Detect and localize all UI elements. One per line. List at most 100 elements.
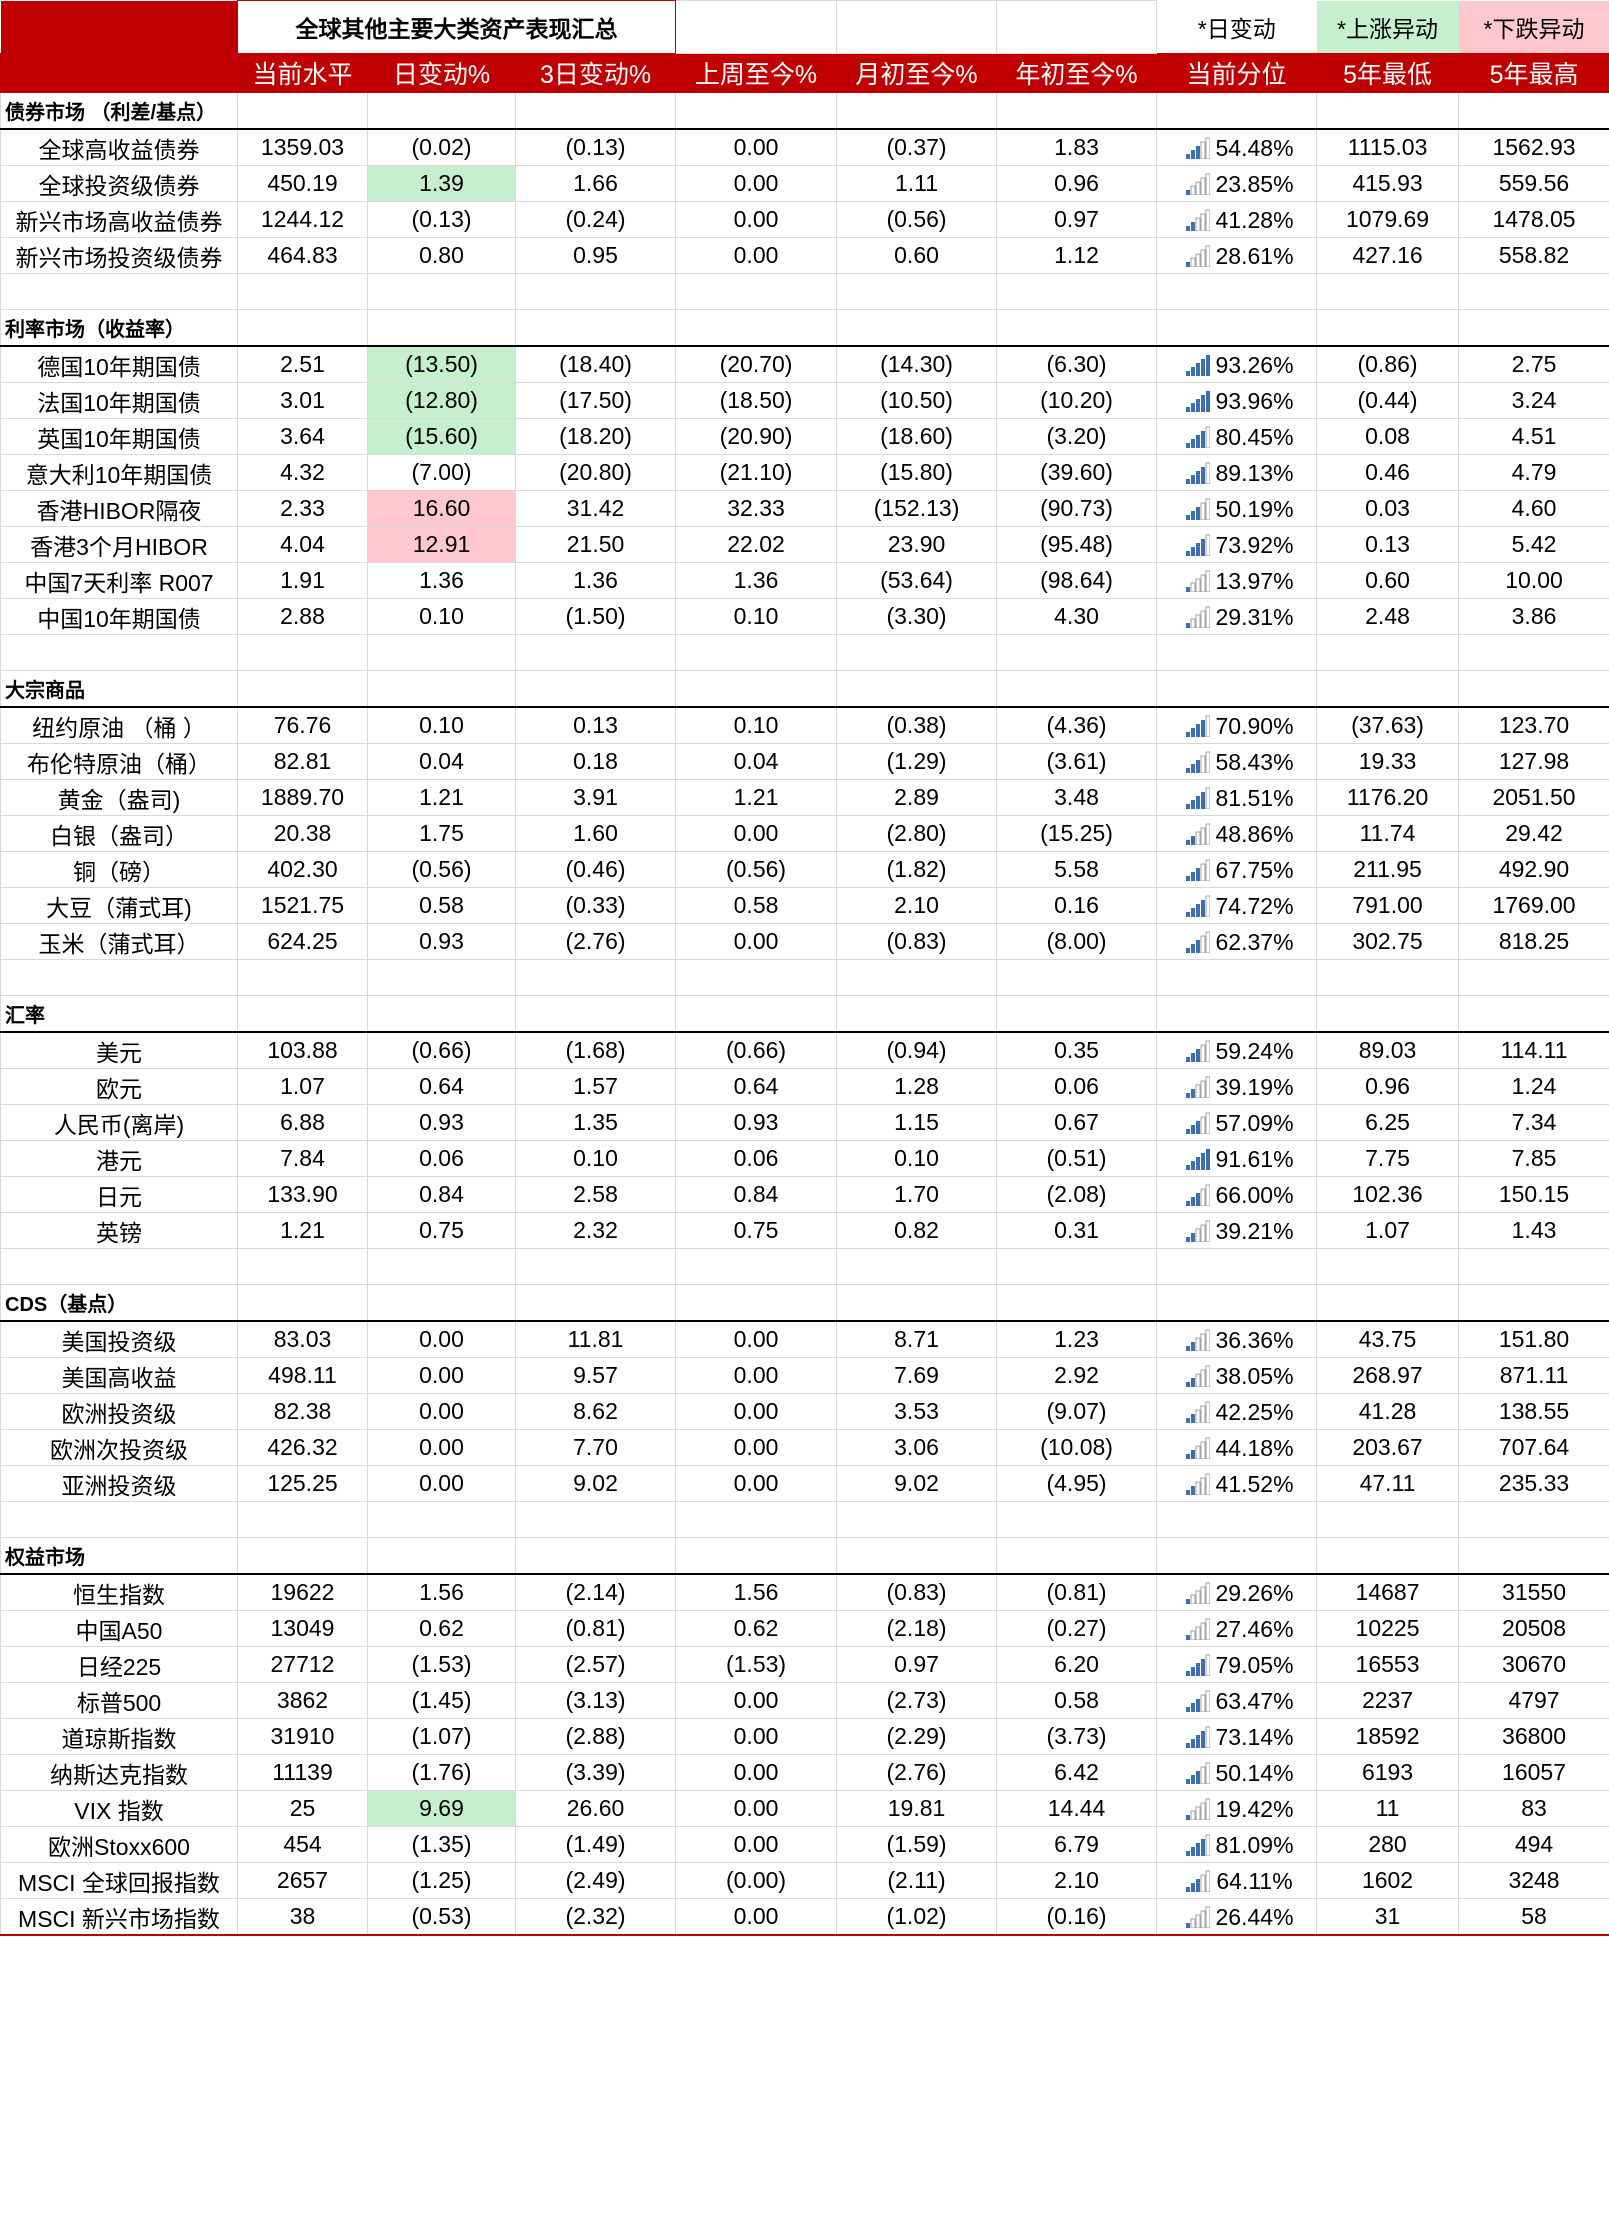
value-cell: (95.48) [996,526,1158,563]
percentile-bar [1195,831,1200,846]
percentile-bar [1200,863,1205,882]
value-cell: 123.70 [1458,706,1609,744]
empty-cell [1156,309,1318,347]
value-cell: 3.86 [1458,598,1609,635]
value-cell: 0.04 [675,743,838,780]
value-cell: (3.13) [514,1682,677,1719]
percentile-bar [1200,1224,1205,1243]
value-cell: 0.60 [1316,562,1460,599]
table-row: 道琼斯指数 31910 (1.07) (2.88) 0.00 (2.29) (3.73) 73… [0,1718,1609,1755]
value-cell: 0.08 [1316,418,1460,455]
value-cell: (0.56) [675,851,838,888]
empty-cell [237,92,368,130]
percentile-bar [1190,150,1195,160]
percentile-bar [1195,796,1200,810]
percentile-bar [1205,1690,1210,1713]
percentile-bar [1190,1342,1195,1352]
empty-cell [514,309,677,347]
value-cell: 1521.75 [237,887,368,924]
table-row: 恒生指数 19622 1.56 (2.14) 1.56 (0.83) (0.81) 29.26… [0,1573,1609,1611]
percentile-bar [1195,1735,1200,1749]
percentile-bars-icon [1185,1040,1210,1063]
percentile-value: 39.19% [1215,1073,1294,1100]
empty-cell [1156,995,1318,1033]
asset-name: 香港3个月HIBOR [0,526,238,563]
value-cell: 0.00 [675,128,838,166]
percentile-cell: 93.26% [1156,345,1318,383]
percentile-cell: 81.09% [1156,1826,1318,1863]
value-cell: 0.62 [367,1610,516,1647]
percentile-bar [1195,217,1200,232]
percentile-bar [1200,395,1205,413]
percentile-bar [1195,1121,1200,1135]
value-cell: 1.15 [836,1104,998,1141]
value-cell: 31 [1316,1898,1460,1936]
percentile-bar [1190,1918,1195,1929]
percentile-bar [1190,1810,1195,1821]
percentile-bar [1185,912,1190,918]
asset-name: MSCI 新兴市场指数 [0,1898,238,1936]
percentile-value: 44.18% [1215,1434,1294,1461]
percentile-cell: 64.11% [1156,1862,1318,1899]
empty-cell [1156,1501,1318,1538]
percentile-bar [1190,1414,1195,1424]
column-header: 日变动% [367,53,516,93]
section-title: 利率市场（收益率） [0,309,238,347]
empty-cell [514,92,677,130]
percentile-value: 66.00% [1215,1181,1294,1208]
column-header: 上周至今% [675,53,838,93]
percentile-value: 41.52% [1215,1470,1294,1497]
percentile-bar [1190,511,1195,521]
percentile-value: 36.36% [1215,1326,1294,1353]
percentile-bar [1185,1671,1190,1677]
empty-cell [996,995,1158,1033]
percentile-bar [1200,1766,1205,1785]
percentile-bar [1190,764,1195,774]
value-cell: 5.42 [1458,526,1609,563]
empty-cell [836,1537,998,1575]
empty-cell [1458,1501,1609,1538]
value-cell: (2.11) [836,1862,998,1899]
empty-cell [1316,1501,1460,1538]
percentile-bar [1195,868,1200,882]
empty-cell [1458,273,1609,310]
spacer-row [0,959,1609,996]
percentile-value: 50.14% [1215,1759,1294,1786]
percentile-bar [1200,213,1205,232]
value-cell: (12.80) [367,382,516,419]
percentile-bar [1185,1635,1190,1641]
percentile-cell: 74.72% [1156,887,1318,924]
asset-summary-sheet: 全球其他主要大类资产表现汇总 *日变动 *上涨异动 *下跌异动 当前水平 日变动%… [0,0,1609,1936]
value-cell: 4797 [1458,1682,1609,1719]
empty-cell [367,273,516,310]
percentile-bar [1200,1188,1205,1207]
percentile-bar [1195,1914,1200,1929]
empty-cell [996,1501,1158,1538]
value-cell: (4.36) [996,706,1158,744]
percentile-bar [1195,181,1200,196]
empty-cell [836,1248,998,1285]
value-cell: 13049 [237,1610,368,1647]
value-cell: (3.30) [836,598,998,635]
value-cell: 89.03 [1316,1031,1460,1069]
percentile-cell: 73.92% [1156,526,1318,563]
percentile-value: 29.26% [1215,1579,1294,1606]
value-cell: 27712 [237,1646,368,1683]
value-cell: (21.10) [675,454,838,491]
percentile-bar [1185,154,1190,160]
value-cell: 23.90 [836,526,998,563]
value-cell: 151.80 [1458,1320,1609,1358]
empty-cell [1316,959,1460,996]
percentile-bars-icon [1185,606,1210,629]
asset-name: 全球投资级债券 [0,165,238,202]
table-row: 中国10年期国债 2.88 0.10 (1.50) 0.10 (3.30) 4.30 29.3… [0,598,1609,635]
percentile-value: 93.96% [1215,387,1294,414]
table-row: 纽约原油 （桶 ） 76.76 0.10 0.13 0.10 (0.38) (4.36) 70… [0,706,1609,744]
value-cell: 138.55 [1458,1393,1609,1430]
percentile-bar [1185,1382,1190,1388]
percentile-bar [1200,610,1205,629]
empty-cell [836,92,998,130]
percentile-bar [1185,1923,1190,1929]
value-cell: (1.45) [367,1682,516,1719]
empty-cell [1156,959,1318,996]
